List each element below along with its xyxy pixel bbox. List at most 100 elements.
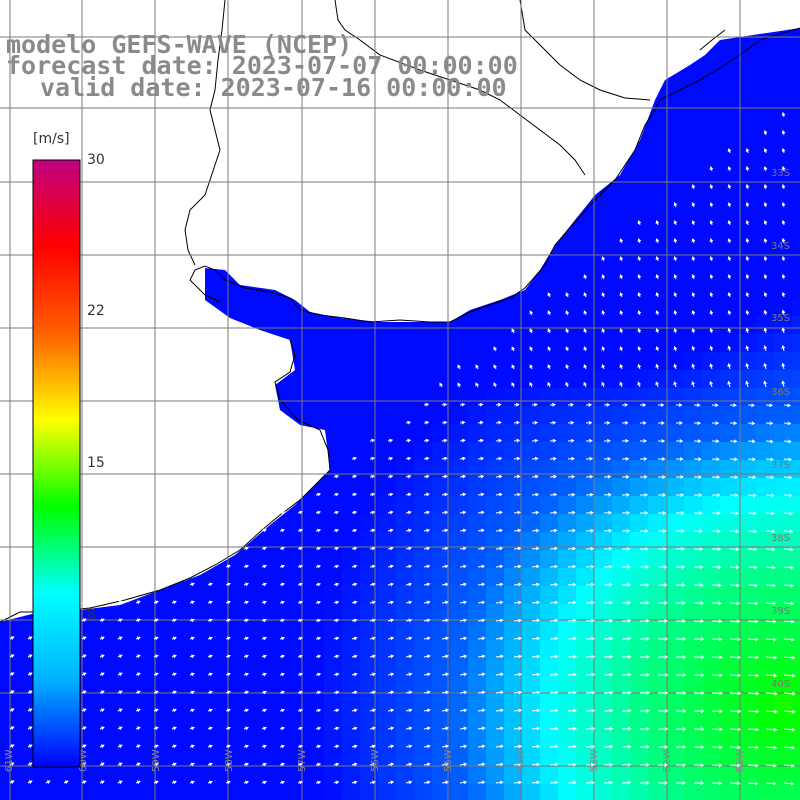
field-cell [216,280,235,299]
field-cell [468,748,487,767]
wind-arrow [729,781,741,786]
wind-arrow [639,529,649,533]
field-cell [594,478,613,497]
field-cell [180,622,199,641]
field-cell [540,298,559,317]
field-cell [684,280,703,299]
wind-arrow [333,474,340,479]
field-cell [468,370,487,389]
wind-arrow [477,690,486,695]
wind-arrow [189,618,195,623]
field-cell [648,586,667,605]
field-cell [576,442,595,461]
field-cell [288,658,307,677]
wind-arrow [637,310,642,316]
field-cell [648,730,667,749]
wind-arrow [763,165,768,172]
field-cell [126,694,145,713]
field-cell [684,82,703,101]
field-cell [468,568,487,587]
field-cell [432,766,451,785]
wind-arrow [351,654,358,659]
field-cell [450,496,469,515]
field-cell [558,496,577,515]
wind-arrow [621,672,632,677]
wind-arrow [583,274,588,280]
field-cell [720,622,739,641]
wind-arrow [153,744,159,749]
wind-arrow [423,492,430,497]
wind-arrow [657,727,669,731]
field-cell [720,370,739,389]
wind-arrow [423,402,430,407]
field-cell [738,748,757,767]
field-cell [612,514,631,533]
wind-arrow [513,618,523,623]
field-cell [792,316,800,335]
wind-arrow [135,744,141,749]
wind-arrow [423,636,431,641]
field-cell [324,352,343,371]
wind-arrow [567,528,576,533]
field-cell [756,424,775,443]
field-cell [792,424,800,443]
field-cell [702,352,721,371]
field-cell [774,766,793,785]
wind-arrow [637,328,642,334]
wind-arrow [333,780,340,785]
wind-arrow [747,475,757,480]
wind-arrow [369,438,376,443]
field-cell [702,280,721,299]
wind-arrow [549,582,559,587]
field-cell [558,334,577,353]
field-cell [684,622,703,641]
field-cell [684,550,703,569]
field-cell [666,100,685,119]
wind-arrow [765,403,774,408]
wind-arrow [423,690,431,695]
wind-arrow [297,546,304,551]
wind-arrow [603,438,611,443]
longitude-label: 59W [151,749,162,772]
field-cell [738,298,757,317]
wind-arrow [603,690,614,695]
field-cell [450,784,469,800]
wind-arrow [639,672,651,677]
wind-arrow [459,438,466,443]
wind-arrow [547,364,551,370]
wind-arrow [709,201,714,208]
field-cell [144,730,163,749]
field-cell [612,478,631,497]
wind-arrow [655,346,660,352]
field-cell [630,370,649,389]
wind-arrow [727,309,732,316]
field-cell [648,370,667,389]
wind-arrow [279,726,286,731]
field-cell [612,208,631,227]
field-cell [270,532,289,551]
field-cell [720,730,739,749]
wind-arrow [441,402,448,407]
wind-arrow [585,600,595,605]
wind-arrow [531,618,541,623]
field-cell [198,658,217,677]
field-cell [180,694,199,713]
field-cell [774,100,793,119]
wind-arrow [117,708,123,712]
field-cell [630,262,649,281]
wind-arrow [261,636,268,641]
wind-arrow [709,380,713,388]
wind-arrow [207,762,213,767]
field-cell [774,658,793,677]
field-cell [486,334,505,353]
wind-arrow [531,474,539,479]
field-cell [216,784,235,800]
field-cell [450,730,469,749]
field-cell [180,784,199,800]
field-cell [738,550,757,569]
field-cell [666,532,685,551]
wind-arrow [745,273,750,280]
wind-arrow [441,546,449,551]
wind-arrow [729,439,738,444]
field-cell [360,748,379,767]
